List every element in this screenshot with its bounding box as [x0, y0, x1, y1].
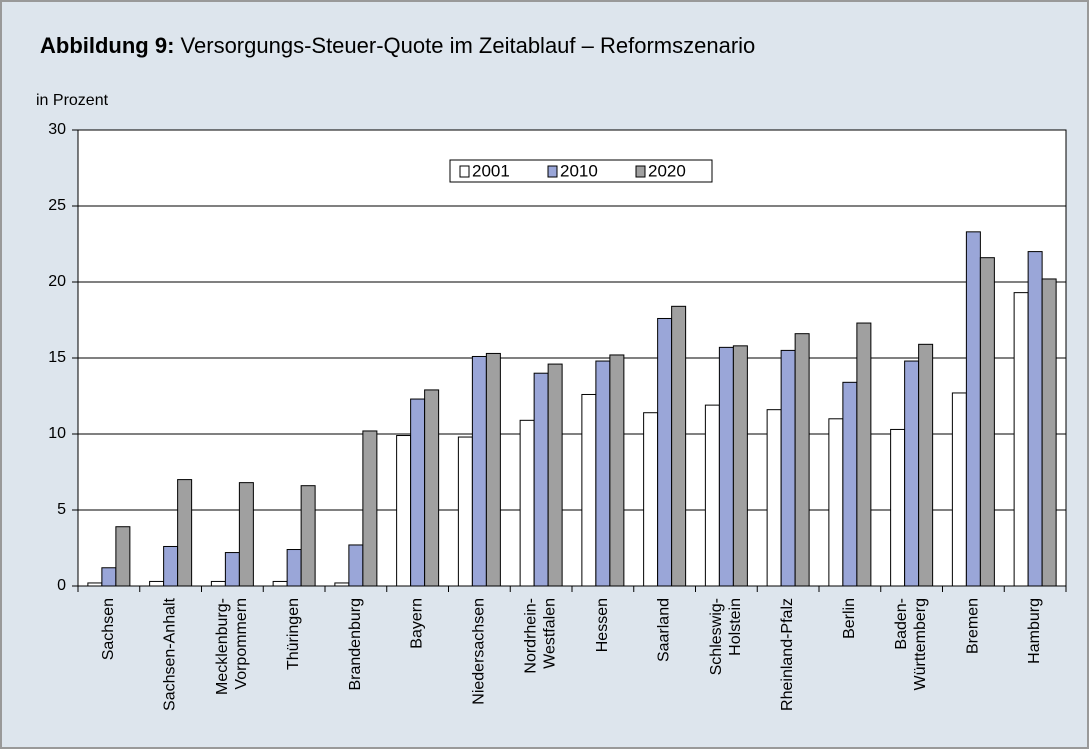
x-tick-label: Hamburg [1026, 598, 1043, 664]
y-tick-label: 15 [48, 349, 66, 366]
x-tick-label: Brandenburg [347, 598, 364, 691]
y-tick-label: 5 [57, 501, 66, 518]
legend [449, 159, 713, 183]
bar [657, 317, 673, 587]
bar [362, 430, 378, 587]
x-tick-label: Mecklenburg- Vorpommern [214, 598, 250, 695]
x-tick-label: Bremen [965, 598, 982, 654]
bar [828, 418, 844, 587]
x-tick-label: Bayern [409, 598, 426, 649]
y-tick-label: 25 [48, 197, 66, 214]
x-tick-label: Baden- Württemberg [893, 598, 929, 690]
bar [1027, 251, 1043, 587]
bar [272, 580, 288, 587]
y-tick-label: 30 [48, 121, 66, 138]
x-tick-label: Nordrhein- Westfalen [523, 598, 559, 674]
bar [485, 352, 501, 587]
x-tick-label: Niedersachsen [471, 598, 488, 705]
bar [115, 526, 131, 587]
bar [704, 404, 720, 587]
bar [794, 333, 810, 587]
y-axis-label: in Prozent [36, 92, 109, 109]
title-text: Versorgungs-Steuer-Quote im Zeitablauf –… [181, 33, 756, 58]
bar [951, 392, 967, 587]
legend-label: 2020 [648, 161, 686, 180]
bar [671, 305, 687, 587]
bar [224, 552, 240, 587]
chart-title: Abbildung 9: Versorgungs-Steuer-Quote im… [40, 33, 755, 58]
bar [177, 479, 193, 587]
bar [163, 545, 179, 587]
bar [300, 485, 316, 587]
x-tick-label: Hessen [594, 598, 611, 652]
bar [718, 346, 734, 587]
bar [101, 567, 117, 587]
bar [547, 363, 563, 587]
bar [904, 360, 920, 587]
plot-border [77, 129, 1067, 587]
bar [581, 393, 597, 587]
bar [979, 257, 995, 587]
bar [842, 381, 858, 587]
bar [890, 428, 906, 587]
bar [643, 412, 659, 587]
bar [1041, 278, 1057, 587]
x-tick-label: Rheinland-Pfalz [779, 598, 796, 711]
bar [780, 349, 796, 587]
bar [238, 482, 254, 587]
x-tick-label: Schleswig- Holstein [708, 598, 744, 675]
bar [766, 409, 782, 587]
y-tick-label: 10 [48, 425, 66, 442]
bar [396, 435, 412, 587]
bar [533, 372, 549, 587]
legend-swatch [459, 165, 470, 178]
bar [149, 580, 165, 587]
legend-label: 2010 [560, 161, 598, 180]
bar [410, 398, 426, 587]
x-tick-label: Thüringen [285, 598, 302, 670]
legend-swatch [635, 165, 646, 178]
bar [965, 231, 981, 587]
bar [856, 322, 872, 587]
legend-swatch [547, 165, 558, 178]
x-tick-label: Sachsen-Anhalt [162, 597, 179, 711]
bar [609, 354, 625, 587]
bar [210, 580, 226, 587]
bar [732, 345, 748, 587]
bar [595, 360, 611, 587]
bar [348, 544, 364, 587]
title-prefix: Abbildung 9: [40, 33, 174, 58]
y-tick-label: 20 [48, 273, 66, 290]
x-tick-label: Sachsen [100, 598, 117, 660]
bar [1013, 292, 1029, 587]
bar [424, 389, 440, 587]
y-tick-label: 0 [57, 577, 66, 594]
legend-label: 2001 [472, 161, 510, 180]
bar [286, 549, 302, 587]
bar [457, 436, 473, 587]
bar [471, 355, 487, 587]
bar [519, 419, 535, 587]
x-tick-label: Saarland [656, 598, 673, 662]
bar [918, 343, 934, 587]
x-tick-label: Berlin [841, 598, 858, 639]
